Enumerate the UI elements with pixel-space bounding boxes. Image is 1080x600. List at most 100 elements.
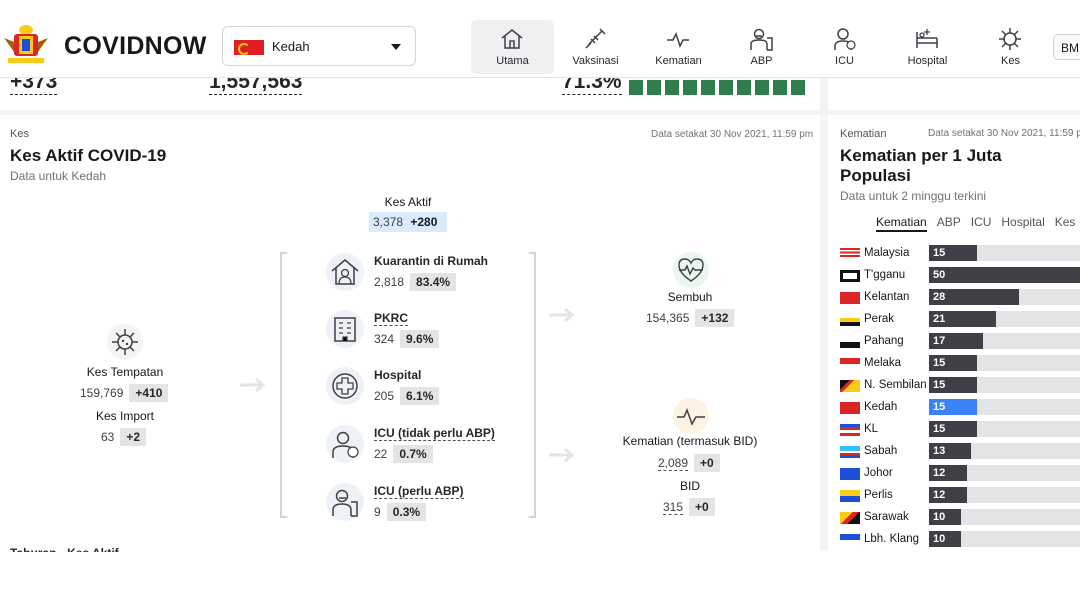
list-item: Kuarantin di Rumah 2,818 83.4% bbox=[326, 253, 526, 303]
kedah-flag-icon bbox=[234, 40, 264, 55]
ventilator-patient-icon bbox=[326, 483, 364, 521]
language-switch[interactable]: BM bbox=[1053, 34, 1080, 60]
list-item: PKRC 324 9.6% bbox=[326, 310, 526, 360]
chart-category-label: Perlis bbox=[864, 489, 893, 501]
tab-hospital[interactable]: Hospital bbox=[1001, 215, 1045, 229]
nav-item-vaksinasi[interactable]: Vaksinasi bbox=[554, 20, 637, 74]
bar-track: 13 bbox=[929, 443, 1080, 459]
icu-icon bbox=[834, 28, 856, 50]
chart-category-label: Kedah bbox=[864, 401, 898, 413]
state-flag-icon bbox=[840, 248, 860, 260]
state-dropdown-value: Kedah bbox=[272, 39, 310, 54]
deaths-row: 2,089 +0 bbox=[658, 454, 720, 472]
mortality-bar-chart: Malaysia 15 T'gganu 50 Kelantan 28 Perak 21 Paha… bbox=[840, 244, 1080, 552]
recovered-value: 154,365 bbox=[646, 311, 690, 325]
home-quarantine-icon bbox=[326, 253, 364, 291]
panel-title: Kematian per 1 Juta Populasi bbox=[840, 146, 1002, 185]
bid-value: 315 bbox=[663, 500, 684, 515]
virus-icon bbox=[107, 324, 143, 360]
bar[interactable] bbox=[929, 465, 967, 481]
item-value: 2,818 bbox=[374, 275, 405, 289]
bar[interactable] bbox=[929, 355, 977, 371]
chart-row: Sabah 13 bbox=[840, 442, 1080, 464]
tab-abp[interactable]: ABP bbox=[936, 215, 961, 229]
chart-category-label: Sabah bbox=[864, 445, 898, 457]
item-percent: 83.4% bbox=[410, 273, 457, 291]
nav-item-utama[interactable]: Utama bbox=[471, 20, 554, 74]
chart-row: N. Sembilan 15 bbox=[840, 376, 1080, 398]
bar-track: 10 bbox=[929, 509, 1080, 525]
bid-row: 315 +0 bbox=[663, 498, 715, 516]
recovered-row: 154,365 +132 bbox=[646, 309, 735, 327]
chart-category-label: Pahang bbox=[864, 335, 904, 347]
home-icon bbox=[501, 29, 523, 49]
bar-track: 12 bbox=[929, 465, 1080, 481]
bar[interactable] bbox=[929, 421, 977, 437]
active-cases-value-box: 3,378 +280 bbox=[369, 212, 447, 232]
chart-row: Johor 12 bbox=[840, 464, 1080, 486]
bar[interactable] bbox=[929, 509, 961, 525]
bar[interactable] bbox=[929, 267, 1080, 283]
state-flag-icon bbox=[840, 534, 860, 546]
bar-track: 21 bbox=[929, 311, 1080, 327]
chart-row: Melaka 15 bbox=[840, 354, 1080, 376]
nav-item-abp[interactable]: ABP bbox=[720, 20, 803, 74]
ventilator-icon bbox=[750, 28, 773, 51]
item-value: 9 bbox=[374, 505, 381, 519]
deaths-value: 2,089 bbox=[658, 456, 689, 471]
building-icon bbox=[326, 310, 364, 348]
nav-item-label: Kes bbox=[1001, 55, 1020, 67]
bar-value-label: 15 bbox=[933, 379, 946, 391]
brand-name[interactable]: COVIDNOW bbox=[64, 32, 207, 60]
chart-row: Pahang 17 bbox=[840, 332, 1080, 354]
progress-waffle bbox=[629, 80, 805, 95]
bar[interactable] bbox=[929, 399, 977, 415]
bar-value-label: 50 bbox=[933, 269, 946, 281]
tab-kes[interactable]: Kes bbox=[1054, 215, 1076, 229]
state-flag-icon bbox=[840, 490, 860, 502]
nav-item-kematian[interactable]: Kematian bbox=[637, 20, 720, 74]
chart-category-label: T'gganu bbox=[864, 269, 906, 281]
nav-item-label: Vaksinasi bbox=[572, 55, 619, 67]
bar[interactable] bbox=[929, 245, 977, 261]
state-flag-icon bbox=[840, 468, 860, 480]
bar[interactable] bbox=[929, 377, 977, 393]
top-navbar: COVIDNOW Kedah Utama Vaksinasi Kematian … bbox=[0, 0, 1080, 78]
bar[interactable] bbox=[929, 333, 983, 349]
chevron-down-icon bbox=[391, 44, 401, 50]
tab-kematian[interactable]: Kematian bbox=[876, 215, 927, 232]
list-item: ICU (tidak perlu ABP) 22 0.7% bbox=[326, 425, 526, 475]
recovered-delta: +132 bbox=[695, 309, 735, 327]
import-cases-value: 63 bbox=[101, 430, 115, 444]
bar[interactable] bbox=[929, 443, 971, 459]
state-flag-icon bbox=[840, 402, 860, 414]
chart-category-label: N. Sembilan bbox=[864, 379, 927, 391]
nav-item-kes[interactable]: Kes bbox=[969, 20, 1052, 74]
panel-subtitle: Data untuk 2 minggu terkini bbox=[840, 189, 987, 203]
pulse-icon bbox=[673, 398, 709, 434]
chart-row: Perak 21 bbox=[840, 310, 1080, 332]
nav-item-icu[interactable]: ICU bbox=[803, 20, 886, 74]
tab-icu[interactable]: ICU bbox=[970, 215, 992, 229]
nav-item-hospital[interactable]: Hospital bbox=[886, 20, 969, 74]
state-flag-icon bbox=[840, 270, 860, 282]
chart-category-label: Malaysia bbox=[864, 247, 910, 259]
state-flag-icon bbox=[840, 380, 860, 392]
chart-category-label: Johor bbox=[864, 467, 893, 479]
bar[interactable] bbox=[929, 311, 996, 327]
metric-tabs: Kematian ABP ICU Hospital Kes bbox=[876, 215, 1075, 232]
bar[interactable] bbox=[929, 531, 961, 547]
bar-value-label: 15 bbox=[933, 401, 946, 413]
state-dropdown[interactable]: Kedah bbox=[222, 26, 416, 66]
bar-track: 15 bbox=[929, 355, 1080, 371]
bar[interactable] bbox=[929, 289, 1019, 305]
bar-track: 15 bbox=[929, 245, 1080, 261]
import-cases-label: Kes Import bbox=[95, 409, 155, 423]
local-cases-row: 159,769 +410 bbox=[80, 384, 169, 402]
active-cases-delta: +280 bbox=[410, 215, 438, 229]
active-cases-value: 3,378 bbox=[373, 215, 404, 229]
bar-value-label: 21 bbox=[933, 313, 946, 325]
bar-track: 10 bbox=[929, 531, 1080, 547]
local-cases-value: 159,769 bbox=[80, 386, 124, 400]
bar[interactable] bbox=[929, 487, 967, 503]
